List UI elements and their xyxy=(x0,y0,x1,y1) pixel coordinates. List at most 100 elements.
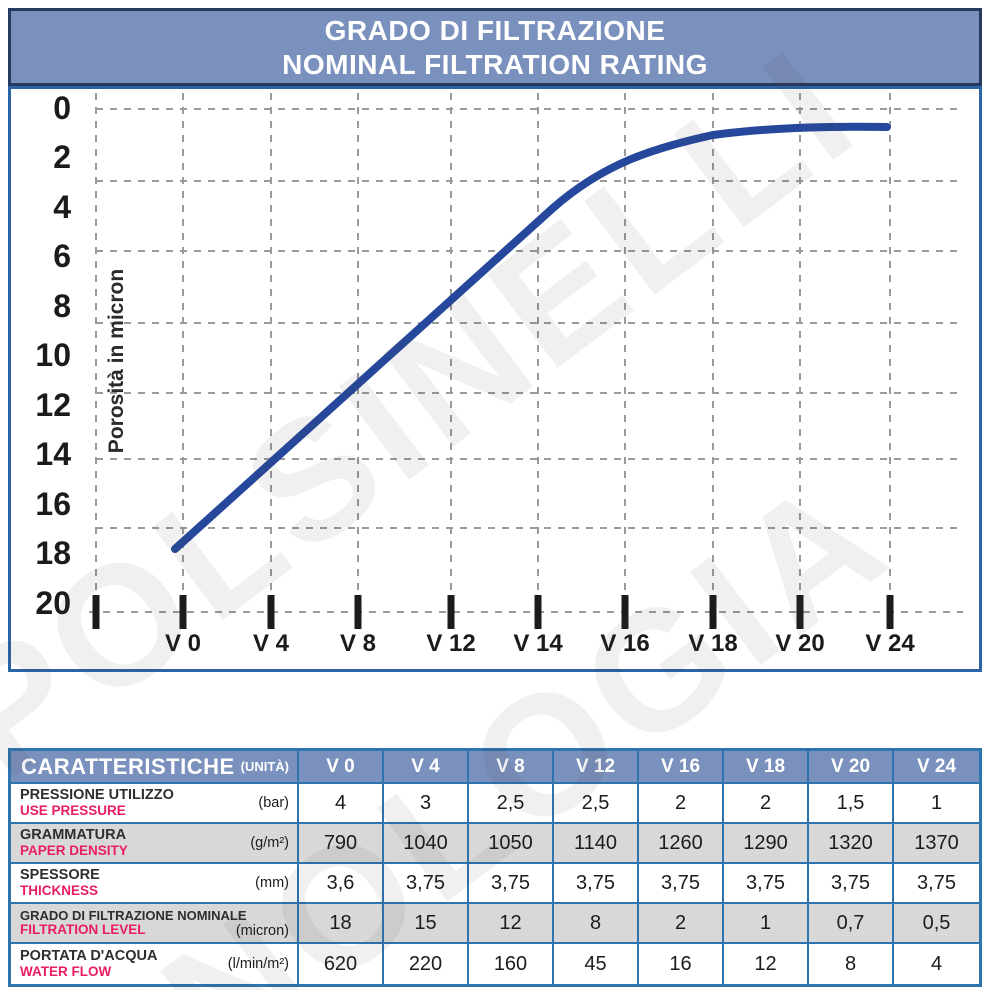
y-tick-label: 20 xyxy=(35,585,71,621)
y-tick-label: 2 xyxy=(53,139,71,175)
x-tick-label: V 18 xyxy=(688,630,738,657)
y-tick-label: 12 xyxy=(35,387,71,423)
y-tick-label: 16 xyxy=(35,486,71,522)
table-cell: 2,5 xyxy=(554,784,639,824)
row-label-en: WATER FLOW xyxy=(20,963,112,979)
y-tick-label: 18 xyxy=(35,535,71,571)
row-label-cell: PORTATA D'ACQUA WATER FLOW (l/min/m²) xyxy=(11,944,299,984)
table-row-thickness: SPESSORE THICKNESS (mm) 3,6 3,75 3,75 3,… xyxy=(11,864,979,904)
table-cell: 4 xyxy=(299,784,384,824)
table-row-water-flow: PORTATA D'ACQUA WATER FLOW (l/min/m²) 62… xyxy=(11,944,979,984)
table-cell: 15 xyxy=(384,904,469,944)
table-cell: 4 xyxy=(894,944,979,984)
filtration-curve xyxy=(171,122,891,553)
table-cell: 620 xyxy=(299,944,384,984)
column-header: V 12 xyxy=(554,751,639,784)
table-cell: 1 xyxy=(894,784,979,824)
table-cell: 1370 xyxy=(894,824,979,864)
table-cell: 790 xyxy=(299,824,384,864)
table-cell: 1 xyxy=(724,904,809,944)
row-label-it: GRADO DI FILTRAZIONE NOMINALE xyxy=(20,908,247,924)
table-header-row: CARATTERISTICHE (UNITÀ) V 0 V 4 V 8 V 12… xyxy=(11,751,979,784)
chart-title-line2: NOMINAL FILTRATION RATING xyxy=(282,48,708,80)
x-tick-label: V 24 xyxy=(865,630,915,657)
table-cell: 12 xyxy=(469,904,554,944)
table-cell: 3,75 xyxy=(554,864,639,904)
characteristics-table: CARATTERISTICHE (UNITÀ) V 0 V 4 V 8 V 12… xyxy=(8,748,982,987)
grid-lines xyxy=(89,93,963,613)
row-label-it: GRAMMATURA xyxy=(20,827,127,844)
row-unit: (mm) xyxy=(255,875,289,891)
table-title: CARATTERISTICHE xyxy=(21,753,235,779)
y-tick-label: 10 xyxy=(35,337,71,373)
row-label-cell: SPESSORE THICKNESS (mm) xyxy=(11,864,299,904)
table-cell: 12 xyxy=(724,944,809,984)
table-cell: 3,75 xyxy=(894,864,979,904)
table-cell: 3 xyxy=(384,784,469,824)
column-header: V 16 xyxy=(639,751,724,784)
y-axis-label: Porosità in micron xyxy=(105,268,128,454)
table-cell: 45 xyxy=(554,944,639,984)
table-cell: 1320 xyxy=(809,824,894,864)
table-cell: 3,75 xyxy=(384,864,469,904)
table-cell: 0,5 xyxy=(894,904,979,944)
table-cell: 3,75 xyxy=(809,864,894,904)
chart-canvas xyxy=(89,93,963,629)
x-tick-label: V 12 xyxy=(426,630,476,657)
table-cell: 1050 xyxy=(469,824,554,864)
table-cell: 0,7 xyxy=(809,904,894,944)
table-cell: 3,75 xyxy=(469,864,554,904)
row-label-en: FILTRATION LEVEL xyxy=(20,921,146,937)
x-tick-label: V 8 xyxy=(339,630,377,657)
x-tick-label: V 0 xyxy=(164,630,202,657)
y-tick-label: 4 xyxy=(53,189,71,225)
table-cell: 3,75 xyxy=(639,864,724,904)
x-tick-label: V 14 xyxy=(513,630,563,657)
table-cell: 16 xyxy=(639,944,724,984)
table-cell: 3,6 xyxy=(299,864,384,904)
chart-title-banner: GRADO DI FILTRAZIONE NOMINAL FILTRATION … xyxy=(8,8,982,86)
table-cell: 8 xyxy=(809,944,894,984)
table-cell: 220 xyxy=(384,944,469,984)
table-cell: 2 xyxy=(724,784,809,824)
row-label-en: PAPER DENSITY xyxy=(20,842,128,858)
table-cell: 2,5 xyxy=(469,784,554,824)
row-unit: (g/m²) xyxy=(250,835,289,851)
x-axis-ticks xyxy=(92,595,894,629)
column-header: V 18 xyxy=(724,751,809,784)
column-header: V 8 xyxy=(469,751,554,784)
column-header: V 0 xyxy=(299,751,384,784)
row-label-it: PORTATA D'ACQUA xyxy=(20,948,158,965)
table-cell: 1,5 xyxy=(809,784,894,824)
row-unit: (bar) xyxy=(258,795,289,811)
y-tick-label: 6 xyxy=(53,238,71,274)
y-tick-label: 14 xyxy=(35,436,71,472)
table-cell: 8 xyxy=(554,904,639,944)
table-cell: 1260 xyxy=(639,824,724,864)
row-label-it: PRESSIONE UTILIZZO xyxy=(20,787,174,804)
row-label-en: THICKNESS xyxy=(20,882,99,898)
x-tick-label: V 16 xyxy=(600,630,650,657)
filtration-chart: Porosità in micron 0 2 4 6 8 10 12 14 16… xyxy=(8,86,982,672)
row-unit: (micron) xyxy=(235,923,289,939)
table-cell: 3,75 xyxy=(724,864,809,904)
column-header: V 4 xyxy=(384,751,469,784)
table-unit-heading: (UNITÀ) xyxy=(240,759,289,774)
row-label-cell: PRESSIONE UTILIZZO USE PRESSURE (bar) xyxy=(11,784,299,824)
table-row-paper-density: GRAMMATURA PAPER DENSITY (g/m²) 790 1040… xyxy=(11,824,979,864)
table-cell: 1140 xyxy=(554,824,639,864)
row-unit: (l/min/m²) xyxy=(227,956,289,972)
row-label-cell: GRAMMATURA PAPER DENSITY (g/m²) xyxy=(11,824,299,864)
table-header-label-cell: CARATTERISTICHE (UNITÀ) xyxy=(11,751,299,784)
table-row-use-pressure: PRESSIONE UTILIZZO USE PRESSURE (bar) 4 … xyxy=(11,784,979,824)
table-cell: 160 xyxy=(469,944,554,984)
column-header: V 24 xyxy=(894,751,979,784)
row-label-cell: GRADO DI FILTRAZIONE NOMINALE FILTRATION… xyxy=(11,904,299,944)
table-cell: 2 xyxy=(639,904,724,944)
table-cell: 18 xyxy=(299,904,384,944)
table-cell: 1290 xyxy=(724,824,809,864)
table-cell: 1040 xyxy=(384,824,469,864)
row-label-it: SPESSORE xyxy=(20,867,100,884)
y-tick-label: 0 xyxy=(53,90,71,126)
